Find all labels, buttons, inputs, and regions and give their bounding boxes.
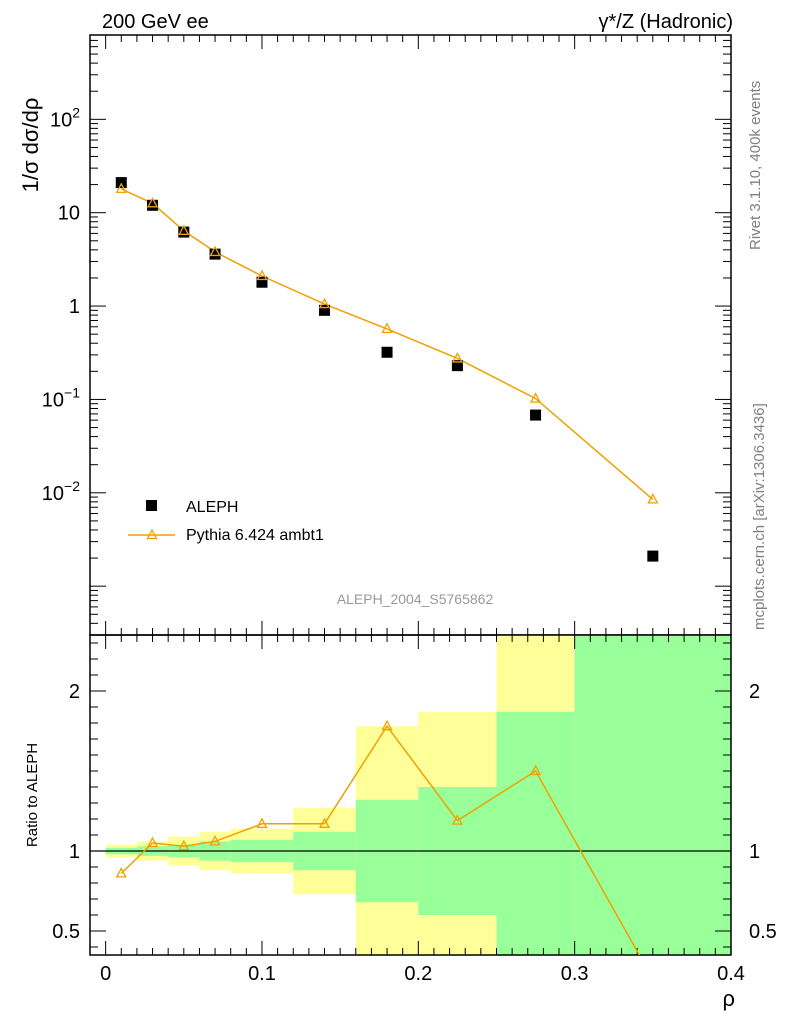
ratio-x-tick-label: 0.2 bbox=[404, 963, 432, 985]
data-point bbox=[209, 248, 221, 260]
main-y-tick-label: 1 bbox=[69, 296, 80, 318]
ratio-mc-point bbox=[146, 836, 159, 848]
uncertainty-band-inner bbox=[574, 635, 731, 955]
data-point bbox=[147, 199, 159, 211]
ratio-mc-point bbox=[209, 835, 221, 846]
ratio-xlabel: ρ bbox=[722, 986, 735, 1011]
ratio-y-tick-label-left: 0.5 bbox=[52, 921, 80, 943]
mcplots-label: mcplots.cern.ch [arXiv:1306.3436] bbox=[751, 403, 768, 630]
main-plot-panel: 10−2 10−1 1 10 102 1/σ dσ/dρ ALEPH_2004_S576… bbox=[18, 34, 732, 636]
ratio-y-tick-label-left: 1 bbox=[69, 841, 80, 863]
ratio-mc-point bbox=[256, 817, 268, 828]
header-left-label: 200 GeV ee bbox=[102, 11, 209, 33]
legend-mc-marker bbox=[146, 528, 158, 540]
mc-point bbox=[115, 182, 127, 194]
legend-data-label: ALEPH bbox=[186, 499, 238, 516]
ratio-mc-point bbox=[529, 764, 542, 776]
ratio-mc-point bbox=[318, 817, 331, 828]
legend-data-marker bbox=[146, 500, 157, 511]
ratio-ylabel: Ratio to ALEPH bbox=[24, 743, 41, 847]
ratio-mc-point bbox=[451, 814, 463, 825]
ratio-mc-point bbox=[115, 867, 127, 878]
legend: ALEPH Pythia 6.424 ambt1 bbox=[128, 499, 324, 544]
mc-point bbox=[647, 493, 659, 504]
mc-series-line bbox=[120, 188, 654, 500]
data-point bbox=[530, 409, 542, 421]
ratio-plot-frame bbox=[89, 634, 732, 956]
ratio-y-tick-label-right: 2 bbox=[749, 681, 760, 703]
ratio-y-tick-label-right: 0.5 bbox=[749, 921, 777, 943]
mc-point bbox=[381, 322, 393, 334]
ratio-y-tick-label-right: 1 bbox=[749, 841, 760, 863]
ratio-x-tick-label: 0.1 bbox=[248, 963, 276, 985]
analysis-tag: ALEPH_2004_S5765862 bbox=[337, 591, 494, 607]
data-point bbox=[256, 276, 268, 288]
ratio-plot-panel: 0 0.1 0.2 0.3 0.40.5 0.51 12 2 Ratio to ALEPH ρ bbox=[24, 634, 777, 1011]
data-point bbox=[381, 346, 393, 358]
rivet-label: Rivet 3.1.10, 400k events bbox=[747, 81, 764, 250]
mc-point bbox=[146, 196, 159, 208]
ratio-mc-point bbox=[381, 719, 393, 731]
main-y-tick-label: 10−2 bbox=[42, 478, 80, 505]
ratio-x-tick-label: 0.3 bbox=[561, 963, 589, 985]
data-point bbox=[451, 360, 463, 372]
uncertainty-band-inner bbox=[496, 711, 575, 955]
header-right-label: γ*/Z (Hadronic) bbox=[599, 11, 733, 33]
mc-point bbox=[451, 352, 463, 363]
main-plot-frame bbox=[89, 34, 732, 636]
main-y-tick-label: 102 bbox=[50, 104, 80, 131]
ratio-x-tick-label: 0 bbox=[100, 963, 111, 985]
data-point bbox=[319, 304, 331, 316]
main-ylabel: 1/σ dσ/dρ bbox=[18, 98, 43, 193]
ratio-mc-point bbox=[178, 839, 190, 851]
legend-mc-label: Pythia 6.424 ambt1 bbox=[186, 527, 324, 544]
ratio-mc-line bbox=[120, 724, 641, 955]
main-y-tick-label: 10−1 bbox=[42, 384, 80, 411]
mc-point bbox=[318, 297, 331, 309]
data-point bbox=[178, 226, 190, 238]
ratio-y-tick-label-left: 2 bbox=[69, 681, 80, 703]
data-point bbox=[647, 550, 659, 562]
main-y-tick-label: 10 bbox=[58, 203, 80, 225]
mc-point bbox=[529, 392, 542, 403]
ratio-x-tick-label: 0.4 bbox=[717, 963, 745, 985]
mc-point bbox=[256, 269, 268, 281]
mc-point bbox=[209, 245, 221, 257]
mc-point bbox=[178, 224, 190, 235]
